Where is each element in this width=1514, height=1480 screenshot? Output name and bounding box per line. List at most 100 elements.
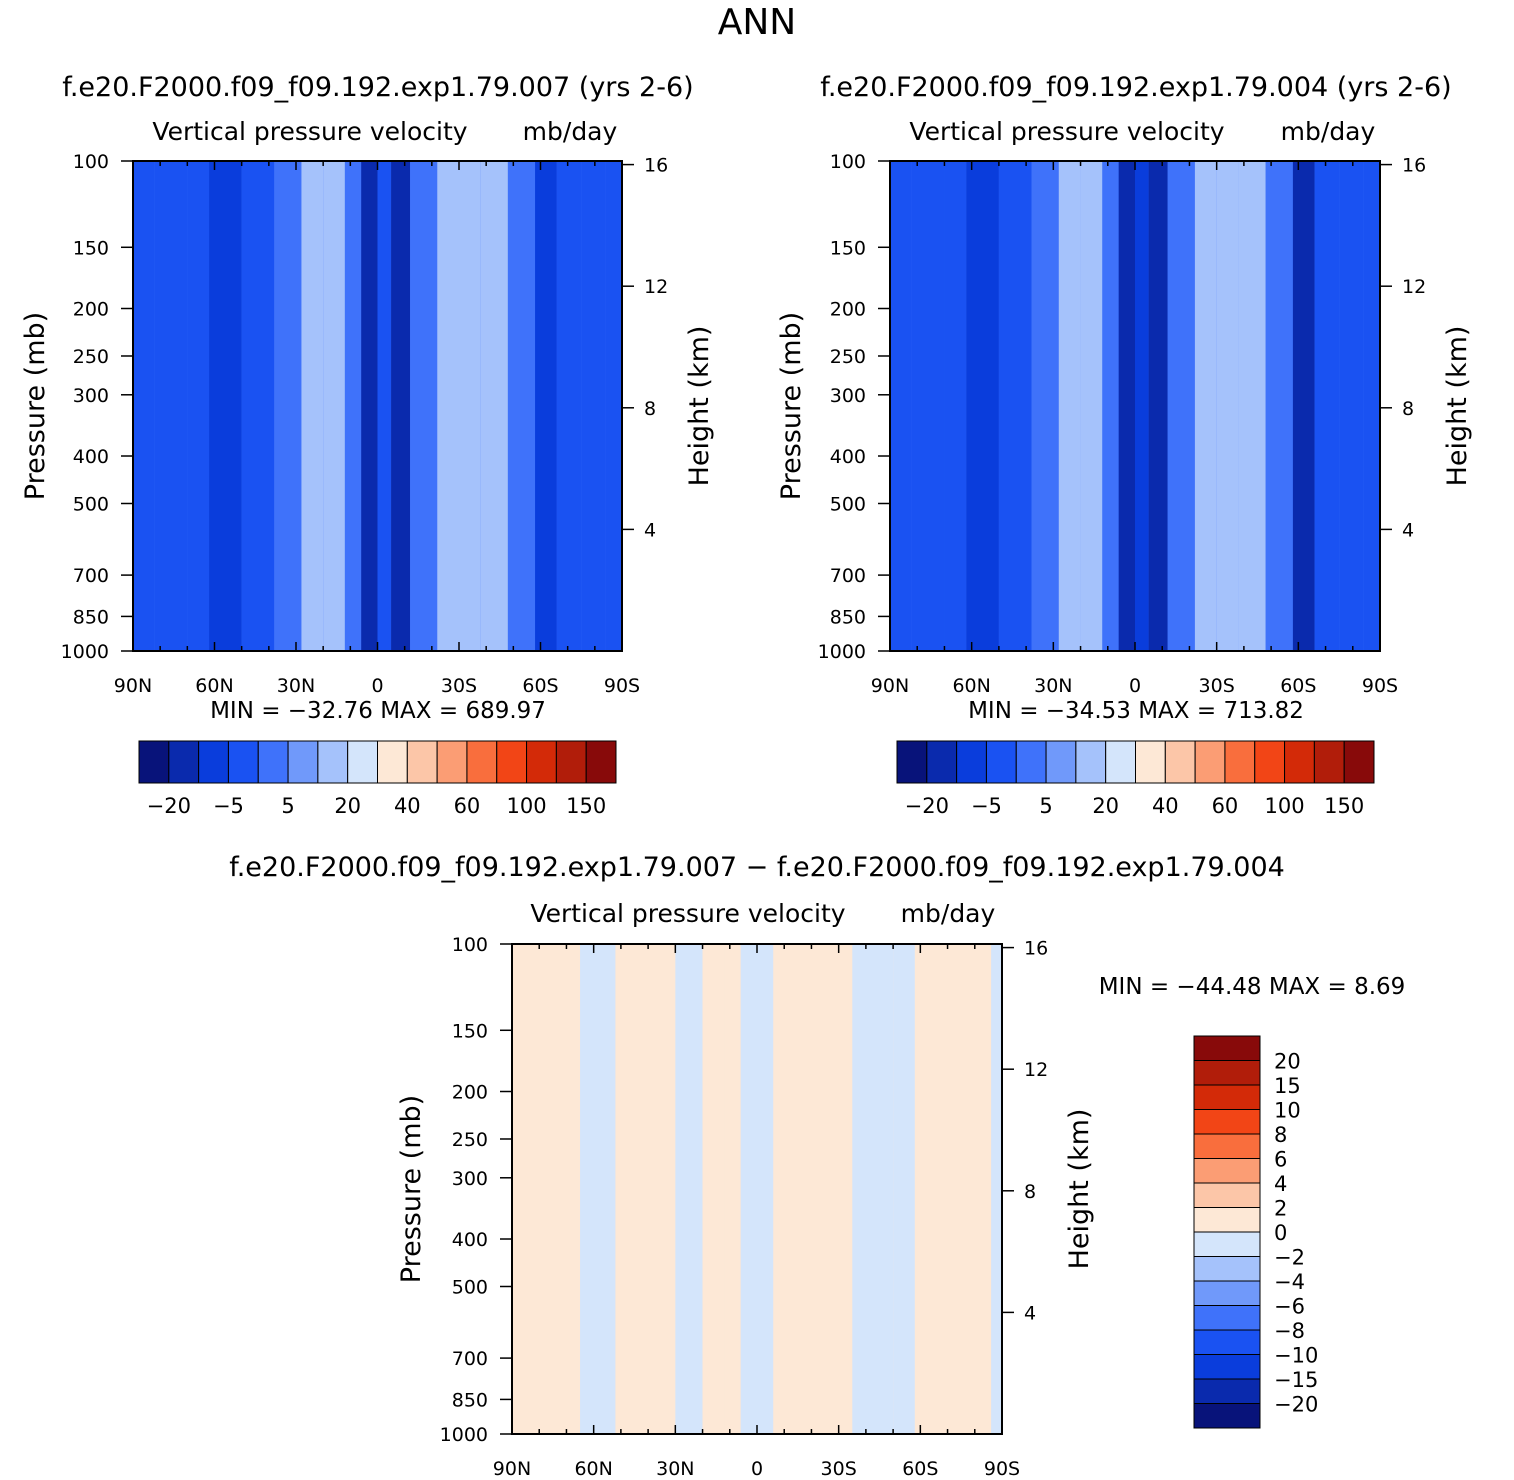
colorbar-label: 15 xyxy=(1274,1074,1301,1098)
colorbar-swatch xyxy=(1193,1207,1261,1233)
colorbar-swatch xyxy=(1105,740,1136,784)
colorbar-swatch xyxy=(406,740,438,784)
y2-tick-label: 16 xyxy=(1024,938,1048,960)
contour-band xyxy=(556,161,582,651)
contour-band xyxy=(301,161,324,651)
colorbar-swatch xyxy=(526,740,557,784)
panel-difference: f.e20.F2000.f09_f09.192.exp1.79.007 − f.… xyxy=(229,852,1405,1480)
colorbar-label: −2 xyxy=(1274,1246,1305,1270)
colorbar-swatch xyxy=(1193,1354,1261,1380)
y-axis-label: Pressure (mb) xyxy=(396,1095,427,1283)
colorbar-swatch xyxy=(1313,740,1345,784)
y-tick-label: 1000 xyxy=(440,1424,488,1446)
colorbar-label: 100 xyxy=(507,794,547,818)
colorbar-label: 150 xyxy=(566,794,606,818)
colorbar-swatch xyxy=(1015,740,1047,784)
y2-tick-label: 8 xyxy=(1402,398,1414,420)
colorbar-swatch xyxy=(1193,1231,1261,1257)
contour-plot-area: 90N 60N 30N 0 30S 60S 90S 100 150 200 250 300 400 500… xyxy=(818,151,1427,697)
x-tick-label: 90N xyxy=(871,675,909,697)
colorbar-label: 10 xyxy=(1274,1099,1301,1123)
colorbar-swatch xyxy=(1193,1084,1261,1110)
y2-tick-label: 12 xyxy=(1402,276,1426,298)
x-tick-label: 60S xyxy=(902,1458,938,1480)
min-max-stats: MIN = −44.48 MAX = 8.69 xyxy=(1099,974,1406,1000)
y2-axis-label: Height (km) xyxy=(1064,1109,1095,1270)
colorbar-swatch xyxy=(1193,1256,1261,1282)
colorbar-swatch xyxy=(1193,1305,1261,1331)
contour-band xyxy=(410,161,438,651)
contour-band xyxy=(1314,161,1340,651)
x-tick-label: 30S xyxy=(441,675,477,697)
colorbar-swatch xyxy=(257,740,289,784)
colorbar-swatch xyxy=(227,740,259,784)
y-tick-label: 250 xyxy=(73,346,109,368)
colorbar-label: 4 xyxy=(1274,1172,1287,1196)
contour-band xyxy=(507,161,536,651)
colorbar-swatch xyxy=(1284,740,1315,784)
contour-band xyxy=(1148,161,1168,651)
y2-tick-label: 16 xyxy=(644,155,668,177)
y-tick-label: 200 xyxy=(73,299,109,321)
contour-band xyxy=(893,944,915,1434)
colorbar-swatch xyxy=(1193,1280,1261,1306)
x-tick-label: 0 xyxy=(751,1458,763,1480)
y-tick-label: 400 xyxy=(73,446,109,468)
contour-band xyxy=(1265,161,1293,651)
y-tick-label: 1000 xyxy=(818,641,866,663)
contour-band xyxy=(344,161,362,651)
y2-tick-label: 8 xyxy=(1024,1181,1036,1203)
contour-band xyxy=(1080,161,1103,651)
contour-band xyxy=(274,161,302,651)
y-axis-label: Pressure (mb) xyxy=(20,312,51,500)
colorbar-label: −8 xyxy=(1274,1319,1305,1343)
y2-tick-label: 12 xyxy=(644,276,668,298)
x-tick-label: 30N xyxy=(656,1458,694,1480)
contour-band xyxy=(187,161,210,651)
units-label: mb/day xyxy=(523,117,618,146)
contour-band xyxy=(605,161,622,651)
colorbar-swatch xyxy=(317,740,349,784)
contour-band xyxy=(944,161,967,651)
y-tick-label: 700 xyxy=(830,565,866,587)
y-tick-label: 500 xyxy=(830,493,866,515)
x-tick-label: 60S xyxy=(522,675,558,697)
contour-band xyxy=(816,944,853,1434)
contour-band xyxy=(377,161,392,651)
colorbar-swatch xyxy=(896,740,928,784)
x-tick-label: 90S xyxy=(604,675,640,697)
colorbar-swatch xyxy=(985,740,1017,784)
contour-plot-area: 90N 60N 30N 0 30S 60S 90S 100 150 200 250 300 400 500… xyxy=(440,934,1049,1480)
colorbar-label: 40 xyxy=(1152,794,1179,818)
colorbar-label: −15 xyxy=(1274,1368,1318,1392)
y-tick-label: 200 xyxy=(452,1082,488,1104)
contour-band xyxy=(998,161,1032,651)
variable-title: Vertical pressure velocity xyxy=(152,117,467,146)
contour-band xyxy=(1167,161,1195,651)
contour-band xyxy=(580,944,616,1434)
colorbar-swatch xyxy=(926,740,958,784)
y-tick-label: 300 xyxy=(452,1168,488,1190)
units-label: mb/day xyxy=(1281,117,1376,146)
variable-title: Vertical pressure velocity xyxy=(530,899,845,928)
contour-plot-area: 90N 60N 30N 0 30S 60S 90S 100 150 200 250 300 400 500… xyxy=(61,151,669,697)
y-tick-label: 1000 xyxy=(61,641,109,663)
y-tick-label: 500 xyxy=(73,493,109,515)
contour-band xyxy=(740,944,757,1434)
contour-band xyxy=(480,161,508,651)
contour-band xyxy=(702,944,725,1434)
y-tick-label: 200 xyxy=(830,299,866,321)
colorbar-swatch xyxy=(1224,740,1256,784)
y2-tick-label: 8 xyxy=(644,398,656,420)
y-tick-label: 300 xyxy=(830,385,866,407)
contour-band xyxy=(1216,161,1239,651)
y2-tick-label: 4 xyxy=(1402,519,1414,541)
contour-band xyxy=(1194,161,1217,651)
y-tick-label: 150 xyxy=(452,1020,488,1042)
contour-band xyxy=(1118,161,1135,651)
contour-band xyxy=(852,944,894,1434)
x-tick-label: 60S xyxy=(1280,675,1316,697)
y-tick-label: 250 xyxy=(830,346,866,368)
